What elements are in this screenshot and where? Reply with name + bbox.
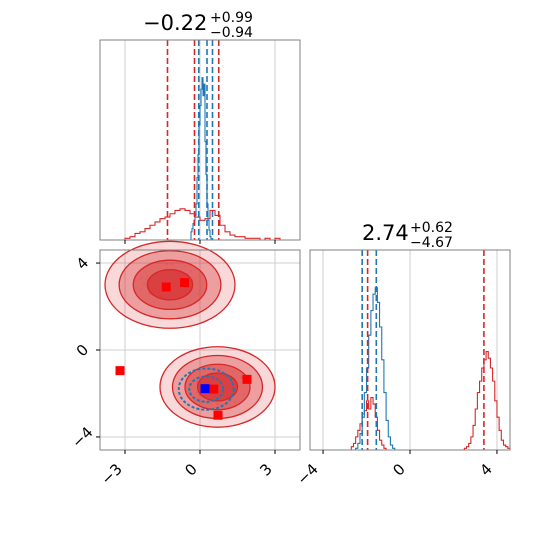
background-sample: [197, 394, 200, 396]
background-sample: [189, 269, 192, 272]
title-param-1: −0.22 +0.99 −0.94: [143, 10, 253, 41]
background-sample: [196, 380, 198, 382]
marginal-1-ticks: [124, 240, 276, 244]
title-param-1-lower: −0.94: [210, 25, 253, 41]
background-sample: [145, 277, 148, 280]
background-sample: [196, 381, 198, 384]
background-sample: [217, 402, 220, 405]
joint-markers: [115, 278, 252, 420]
x-tick-label-0: −3: [97, 460, 125, 488]
background-sample: [240, 375, 243, 378]
x-tick-label-1: 0: [181, 460, 200, 479]
background-sample: [139, 278, 142, 281]
marker-blue-6: [200, 384, 210, 394]
marginal-panel-param-2: −4 0 4: [293, 249, 511, 488]
marker-red-1: [180, 278, 189, 288]
density-contour-blue-2-0: [177, 367, 235, 411]
joint-density-contours: [104, 240, 276, 428]
title-param-2-lower: −4.67: [410, 235, 453, 251]
histogram-red: [349, 351, 511, 451]
marginal-2-histograms: [349, 287, 511, 451]
marginal-2-quantile-lines: [361, 250, 485, 450]
background-sample: [242, 393, 245, 396]
background-sample: [196, 391, 198, 394]
y-tick-label-1: 0: [73, 341, 92, 360]
y-tick-label-0: −4: [68, 423, 96, 451]
background-sample: [146, 275, 149, 278]
joint-grid: [100, 250, 300, 450]
background-sample: [240, 377, 243, 379]
density-contour-blue-2-1: [188, 375, 225, 403]
marginal-2-grid: [322, 250, 498, 450]
background-sample: [152, 301, 155, 303]
background-sample: [148, 292, 151, 295]
histogram-red: [120, 208, 281, 241]
background-sample: [139, 288, 142, 291]
background-sample: [240, 376, 243, 379]
x-tick-label-2: 4: [476, 460, 495, 479]
marginal-1-grid: [124, 40, 276, 240]
x-tick-label-2: 3: [256, 460, 275, 479]
background-sample: [234, 401, 237, 404]
marker-red-0: [161, 282, 171, 292]
background-sample: [209, 402, 212, 405]
marker-red-3: [242, 374, 252, 384]
title-param-1-median: −0.22: [143, 11, 207, 35]
marginal-1-quantile-lines: [166, 40, 220, 240]
title-param-2-upper: +0.62: [410, 220, 453, 236]
marker-red-4: [213, 410, 223, 420]
background-sample: [165, 262, 168, 265]
marker-red-2: [115, 366, 125, 376]
marker-red-5: [209, 384, 219, 394]
marginal-panel-param-1: [99, 39, 301, 244]
title-param-2-median: 2.74: [362, 221, 409, 245]
background-sample: [216, 402, 219, 405]
background-sample: [171, 263, 174, 266]
joint-panel: −3 0 3 −4 0 4: [68, 240, 301, 488]
title-param-1-upper: +0.99: [210, 10, 253, 26]
y-tick-label-2: 4: [73, 254, 92, 273]
background-sample: [143, 282, 145, 285]
background-sample: [219, 367, 222, 370]
background-sample: [196, 292, 199, 295]
background-sample: [165, 264, 168, 267]
x-tick-label-0: −4: [293, 460, 321, 488]
background-sample: [186, 272, 189, 275]
title-param-2: 2.74 +0.62 −4.67: [362, 220, 453, 251]
background-sample: [231, 371, 234, 374]
marginal-2-ticks: −4 0 4: [293, 450, 498, 488]
background-sample: [141, 276, 143, 279]
background-sample: [184, 264, 187, 267]
x-tick-label-1: 0: [389, 460, 408, 479]
